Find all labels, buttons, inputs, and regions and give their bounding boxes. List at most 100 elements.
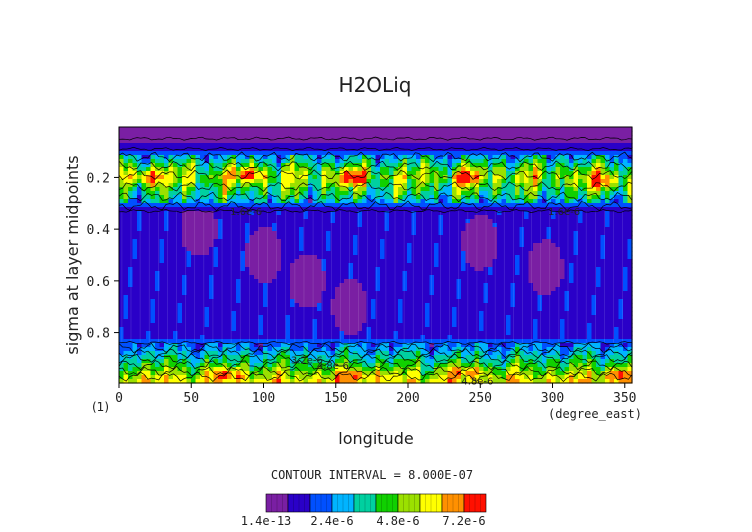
heatmap-cell: [353, 219, 359, 224]
heatmap-cell: [330, 203, 336, 208]
heatmap-cell: [537, 275, 543, 280]
heatmap-cell: [263, 295, 269, 300]
heatmap-cell: [137, 167, 143, 172]
heatmap-cell: [591, 251, 597, 256]
heatmap-cell: [515, 159, 521, 164]
heatmap-cell: [537, 291, 543, 296]
heatmap-cell: [348, 171, 354, 176]
heatmap-cell: [461, 227, 467, 232]
heatmap-cell: [465, 139, 471, 144]
heatmap-cell: [569, 143, 575, 148]
heatmap-cell: [357, 215, 363, 220]
heatmap-cell: [578, 251, 584, 256]
heatmap-cell: [123, 183, 129, 188]
heatmap-cell: [348, 199, 354, 204]
heatmap-cell: [173, 183, 179, 188]
heatmap-cell: [290, 279, 296, 284]
heatmap-cell: [528, 259, 534, 264]
heatmap-cell: [447, 227, 453, 232]
heatmap-cell: [294, 175, 300, 180]
heatmap-cell: [456, 291, 462, 296]
heatmap-cell: [429, 203, 435, 208]
heatmap-cell: [218, 235, 224, 240]
heatmap-cell: [582, 259, 588, 264]
heatmap-cell: [123, 127, 129, 132]
heatmap-cell: [411, 243, 417, 248]
heatmap-cell: [618, 283, 624, 288]
heatmap-cell: [569, 179, 575, 184]
heatmap-cell: [609, 207, 615, 212]
heatmap-cell: [308, 295, 314, 300]
heatmap-cell: [519, 239, 525, 244]
heatmap-cell: [483, 267, 489, 272]
heatmap-cell: [596, 271, 602, 276]
heatmap-cell: [384, 275, 390, 280]
heatmap-cell: [420, 175, 426, 180]
heatmap-cell: [204, 247, 210, 252]
heatmap-cell: [204, 231, 210, 236]
heatmap-cell: [429, 183, 435, 188]
heatmap-cell: [308, 203, 314, 208]
heatmap-cell: [429, 151, 435, 156]
heatmap-cell: [524, 247, 530, 252]
heatmap-cell: [227, 295, 233, 300]
heatmap-cell: [515, 143, 521, 148]
heatmap-cell: [177, 299, 183, 304]
heatmap-cell: [236, 267, 242, 272]
heatmap-cell: [461, 187, 467, 192]
heatmap-cell: [258, 167, 264, 172]
heatmap-cell: [303, 183, 309, 188]
heatmap-cell: [438, 143, 444, 148]
heatmap-cell: [191, 227, 197, 232]
heatmap-cell: [609, 135, 615, 140]
heatmap-cell: [596, 175, 602, 180]
heatmap-cell: [299, 231, 305, 236]
heatmap-cell: [299, 223, 305, 228]
heatmap-cell: [425, 175, 431, 180]
heatmap-cell: [456, 215, 462, 220]
heatmap-cell: [200, 183, 206, 188]
heatmap-cell: [600, 147, 606, 152]
heatmap-cell: [560, 271, 566, 276]
heatmap-cell: [627, 295, 633, 300]
heatmap-cell: [524, 239, 530, 244]
heatmap-cell: [339, 131, 345, 136]
heatmap-cell: [411, 291, 417, 296]
heatmap-cell: [443, 279, 449, 284]
heatmap-cell: [348, 255, 354, 260]
heatmap-cell: [146, 127, 152, 132]
heatmap-cell: [573, 139, 579, 144]
heatmap-cell: [618, 127, 624, 132]
heatmap-cell: [591, 203, 597, 208]
heatmap-cell: [213, 227, 219, 232]
heatmap-cell: [425, 247, 431, 252]
heatmap-cell: [285, 279, 291, 284]
heatmap-cell: [263, 227, 269, 232]
heatmap-cell: [402, 299, 408, 304]
heatmap-cell: [137, 223, 143, 228]
heatmap-cell: [533, 195, 539, 200]
heatmap-cell: [272, 239, 278, 244]
heatmap-cell: [470, 243, 476, 248]
heatmap-cell: [231, 135, 237, 140]
heatmap-cell: [335, 151, 341, 156]
heatmap-cell: [317, 179, 323, 184]
heatmap-cell: [173, 135, 179, 140]
heatmap-cell: [555, 295, 561, 300]
heatmap-cell: [407, 187, 413, 192]
heatmap-cell: [335, 191, 341, 196]
heatmap-cell: [200, 223, 206, 228]
heatmap-cell: [528, 167, 534, 172]
heatmap-cell: [465, 295, 471, 300]
heatmap-cell: [542, 135, 548, 140]
heatmap-cell: [137, 231, 143, 236]
heatmap-cell: [128, 151, 134, 156]
heatmap-cell: [168, 191, 174, 196]
heatmap-cell: [186, 203, 192, 208]
heatmap-cell: [254, 171, 260, 176]
heatmap-cell: [290, 295, 296, 300]
heatmap-cell: [528, 207, 534, 212]
heatmap-cell: [483, 127, 489, 132]
heatmap-cell: [587, 235, 593, 240]
heatmap-cell: [366, 299, 372, 304]
